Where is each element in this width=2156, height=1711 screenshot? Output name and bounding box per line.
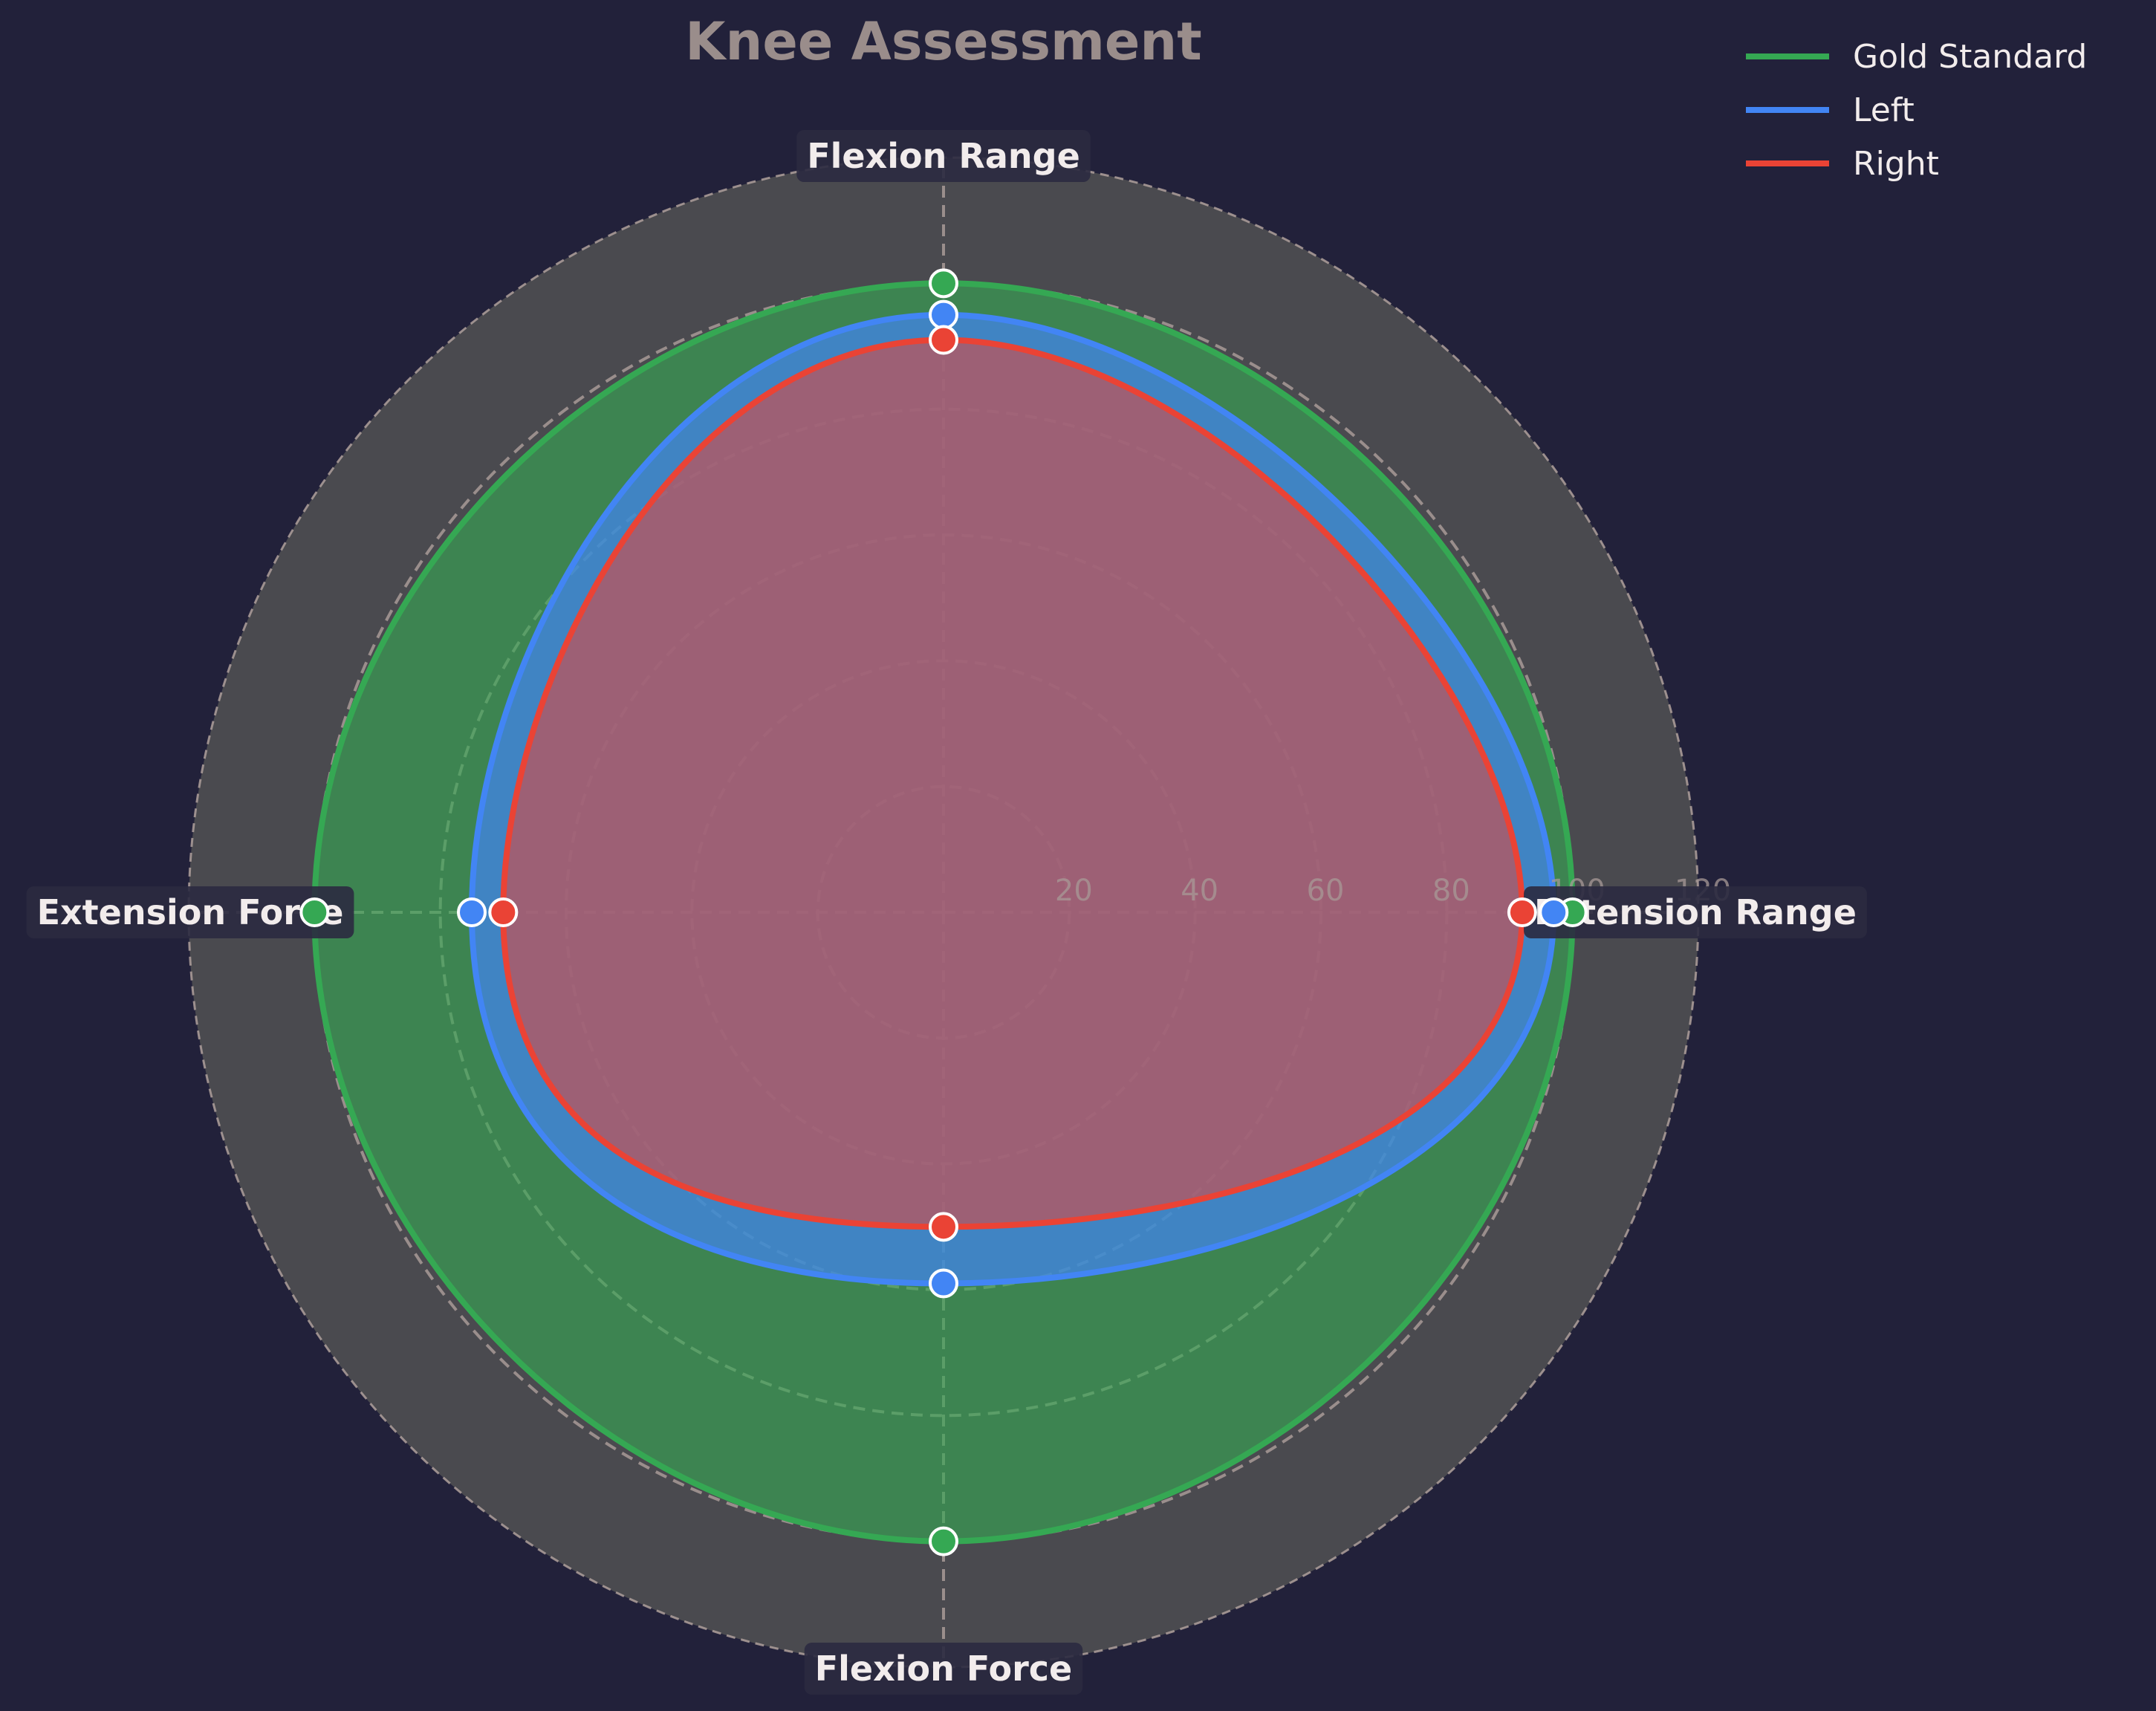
data-point-left-flexion-range: [929, 299, 958, 330]
axis-label-flexion-range: Flexion Range: [796, 130, 1091, 182]
axis-label-text: Extension Force: [37, 892, 344, 932]
axis-label-extension-force: Extension Force: [26, 886, 354, 938]
axis-label-text: Flexion Force: [815, 1649, 1073, 1689]
data-point-gold-standard-flexion-range: [929, 268, 958, 299]
data-point-gold-standard-flexion-force: [929, 1526, 958, 1556]
legend-label-right: Right: [1853, 145, 1939, 183]
data-point-right-extension-range: [1507, 897, 1537, 927]
radial-tick-label: 20: [1055, 874, 1093, 908]
axis-labels: Extension Range Flexion Range Extension Fo…: [26, 130, 1867, 1695]
data-point-right-flexion-range: [929, 325, 958, 355]
data-point-left-extension-range: [1539, 897, 1569, 927]
series-area-right: [503, 340, 1522, 1227]
series-layer: [311, 280, 1576, 1545]
data-points: [299, 268, 1588, 1556]
radial-tick-label: 60: [1307, 874, 1345, 908]
data-point-left-flexion-force: [929, 1268, 958, 1299]
axis-label-box: [26, 886, 354, 938]
data-point-gold-standard-extension-force: [299, 897, 330, 927]
axis-label-box: [796, 130, 1091, 182]
legend-label-left: Left: [1853, 91, 1915, 129]
axis-label-text: Extension Range: [1534, 892, 1857, 932]
legend: Gold Standard Left Right: [1746, 38, 2087, 183]
radial-tick-label: 40: [1181, 874, 1218, 908]
legend-label-gold-standard: Gold Standard: [1853, 38, 2087, 76]
axis-label-box: [804, 1643, 1083, 1695]
data-point-right-extension-force: [488, 897, 519, 927]
radial-tick-label: 80: [1432, 874, 1470, 908]
data-point-right-flexion-force: [929, 1212, 958, 1242]
series-line-left: [469, 311, 1557, 1287]
axis-label-extension-range: Extension Range: [1524, 886, 1867, 938]
axis-label-box: [1524, 886, 1867, 938]
chart-title: Knee Assessment: [685, 11, 1201, 72]
axis-label-text: Flexion Range: [807, 136, 1080, 176]
axis-label-flexion-force: Flexion Force: [804, 1643, 1083, 1695]
data-point-left-extension-force: [457, 897, 487, 927]
series-line-right: [500, 337, 1525, 1230]
